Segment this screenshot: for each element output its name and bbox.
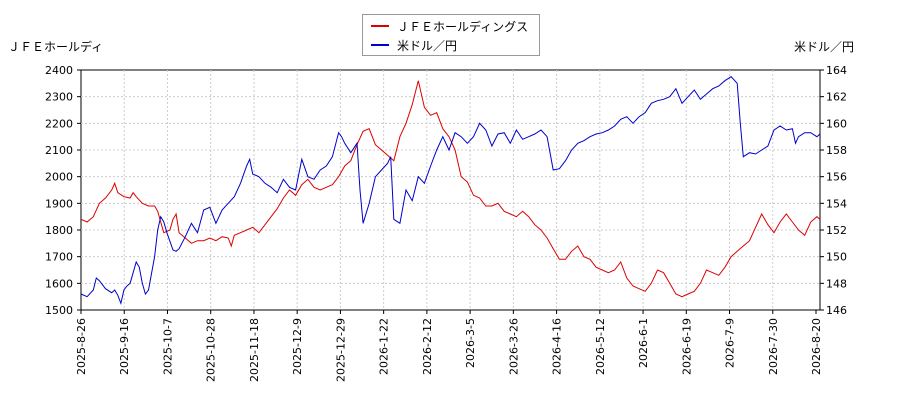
left-y-axis: 1500 1600 1700 1800 1900 2000 2100 2200 2300 2400 bbox=[45, 64, 81, 317]
left-tick-label: 2000 bbox=[45, 171, 73, 184]
legend: ＪＦＥホールディングス 米ドル／円 bbox=[362, 14, 540, 56]
x-axis: 2025-8-26 2025-9-16 2025-10-7 2025-10-28 202… bbox=[75, 310, 823, 382]
x-tick-label: 2026-7-30 bbox=[767, 318, 780, 375]
right-tick-label: 158 bbox=[826, 144, 847, 157]
grid-lines bbox=[81, 70, 820, 310]
x-tick-label: 2026-5-12 bbox=[594, 318, 607, 375]
right-tick-label: 162 bbox=[826, 91, 847, 104]
left-tick-label: 1900 bbox=[45, 197, 73, 210]
right-tick-label: 154 bbox=[826, 197, 847, 210]
legend-item-jfe: ＪＦＥホールディングス bbox=[371, 17, 528, 35]
legend-swatch-jfe bbox=[371, 25, 389, 27]
series-lines bbox=[80, 76, 821, 306]
legend-item-usdjpy: 米ドル／円 bbox=[371, 36, 457, 54]
left-tick-label: 2100 bbox=[45, 144, 73, 157]
series-line-usdjpy bbox=[80, 76, 821, 306]
x-tick-label: 2026-7-9 bbox=[724, 318, 737, 368]
x-tick-label: 2025-12-29 bbox=[334, 318, 347, 382]
right-tick-label: 164 bbox=[826, 64, 847, 77]
x-tick-label: 2025-10-28 bbox=[205, 318, 218, 382]
left-tick-label: 2200 bbox=[45, 117, 73, 130]
left-tick-label: 1800 bbox=[45, 224, 73, 237]
right-tick-label: 160 bbox=[826, 117, 847, 130]
right-axis-title: 米ドル／円 bbox=[793, 40, 854, 54]
x-tick-label: 2025-11-18 bbox=[248, 318, 261, 382]
legend-swatch-usdjpy bbox=[371, 44, 389, 46]
x-tick-label: 2026-3-5 bbox=[464, 318, 477, 368]
left-tick-label: 1700 bbox=[45, 251, 73, 264]
left-tick-label: 2400 bbox=[45, 64, 73, 77]
series-line-jfe bbox=[80, 80, 821, 298]
right-tick-label: 152 bbox=[826, 224, 847, 237]
legend-label-jfe: ＪＦＥホールディングス bbox=[397, 19, 529, 34]
right-tick-label: 148 bbox=[826, 277, 847, 290]
x-tick-label: 2026-6-19 bbox=[680, 318, 693, 375]
x-tick-label: 2026-6-1 bbox=[637, 318, 650, 368]
right-tick-label: 150 bbox=[826, 251, 847, 264]
x-tick-label: 2025-12-9 bbox=[291, 318, 304, 375]
x-tick-label: 2025-9-16 bbox=[118, 318, 131, 375]
right-y-axis: 146 148 150 152 154 156 158 160 162 164 bbox=[820, 64, 847, 317]
x-tick-label: 2026-2-12 bbox=[421, 318, 434, 375]
x-tick-label: 2026-3-26 bbox=[507, 318, 520, 375]
x-tick-label: 2026-4-16 bbox=[551, 318, 564, 375]
left-tick-label: 2300 bbox=[45, 91, 73, 104]
right-tick-label: 156 bbox=[826, 171, 847, 184]
plot-area bbox=[80, 69, 821, 311]
left-tick-label: 1600 bbox=[45, 277, 73, 290]
x-tick-label: 2026-1-22 bbox=[378, 318, 391, 375]
right-tick-label: 146 bbox=[826, 304, 847, 317]
x-tick-label: 2025-10-7 bbox=[161, 318, 174, 375]
left-axis-title: ＪＦＥホールディ bbox=[8, 40, 104, 54]
x-tick-label: 2026-8-20 bbox=[810, 318, 823, 375]
left-tick-label: 1500 bbox=[45, 304, 73, 317]
legend-label-usdjpy: 米ドル／円 bbox=[397, 38, 458, 53]
x-tick-label: 2025-8-26 bbox=[75, 318, 88, 375]
